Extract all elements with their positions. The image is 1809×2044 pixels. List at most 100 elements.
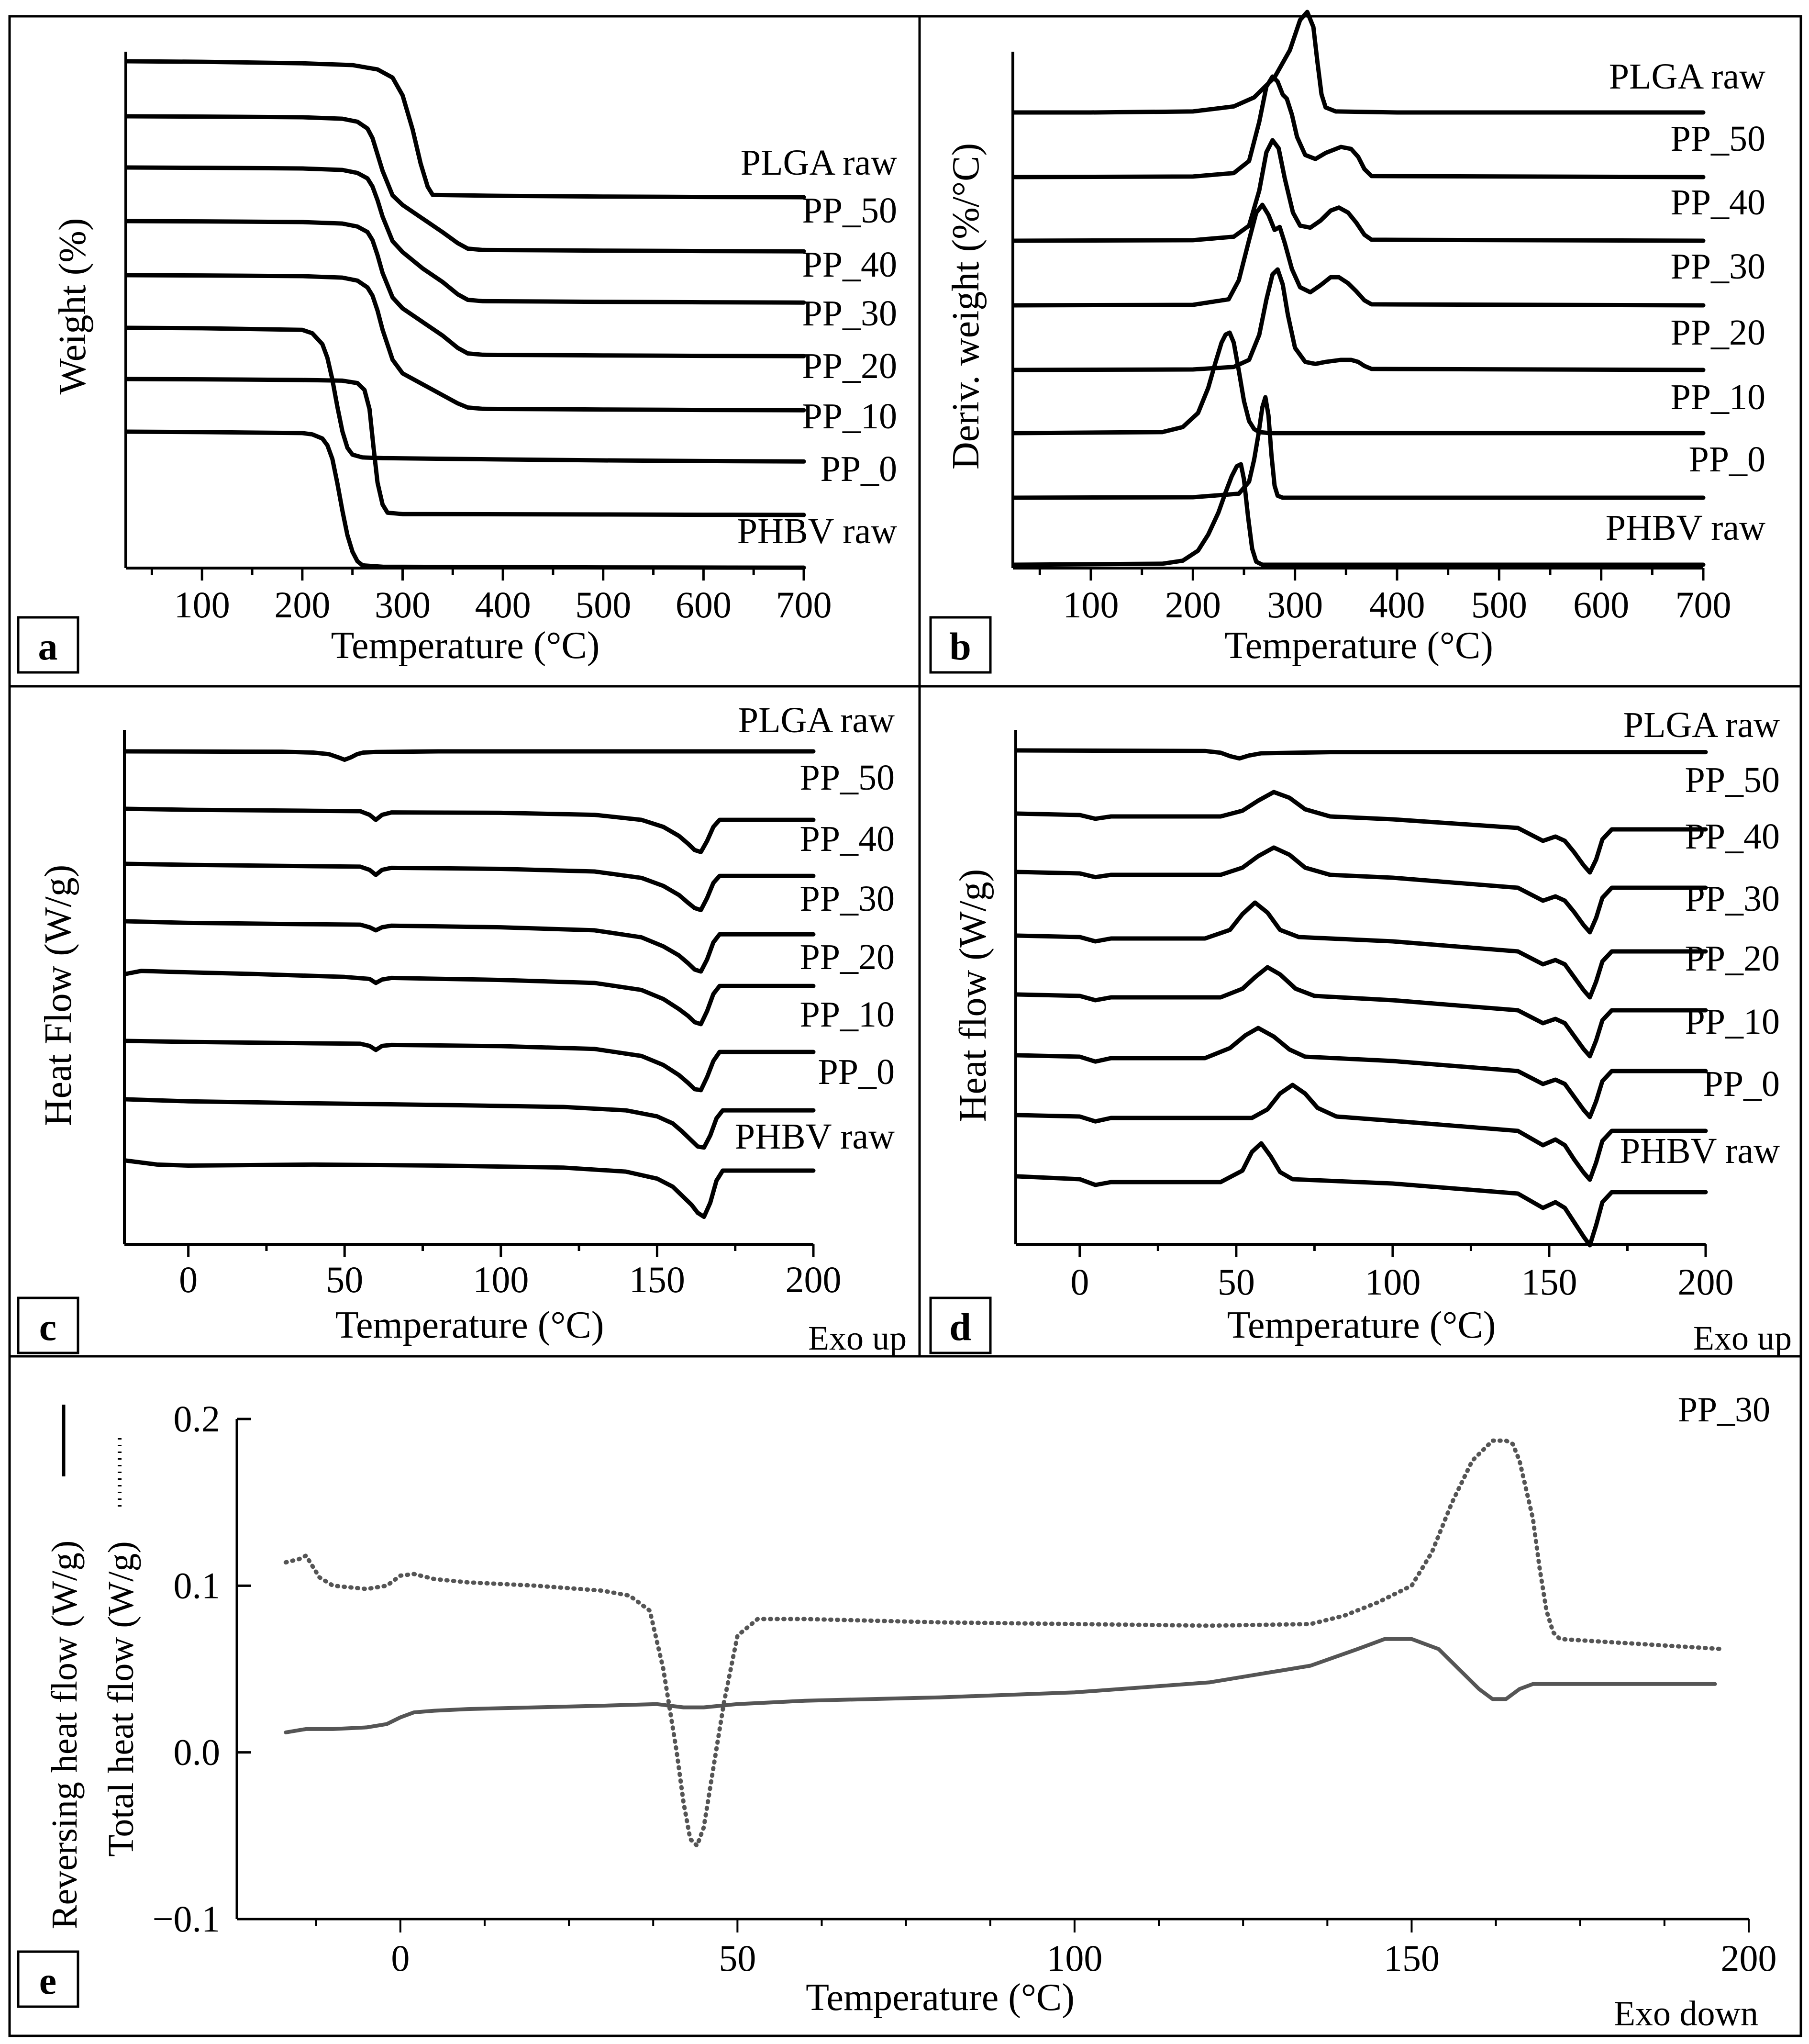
series-line [1015,1141,1708,1248]
x-tick-label: 700 [1676,584,1731,625]
x-tick-label-e: 0 [391,1937,410,1979]
x-axis-label: Temperature (°C) [335,1304,604,1346]
series-line [123,1158,816,1219]
x-tick-label: 300 [375,584,431,625]
series-line [1015,1083,1708,1182]
x-tick-label-e: 100 [1046,1937,1102,1979]
panel-letter-box [929,1296,992,1354]
series-line [1012,10,1706,115]
x-tick-label: 50 [326,1259,363,1300]
x-tick-label: 400 [475,584,531,625]
x-tick-label: 200 [1678,1261,1734,1303]
series-label: PP_50 [802,190,897,231]
series-line [124,273,806,413]
series-line [1012,202,1706,308]
x-tick-label: 200 [786,1259,842,1300]
series-label: PP_40 [1685,816,1780,857]
series-label: PHBV raw [1606,508,1765,548]
series-label: PP_0 [820,449,897,489]
y-axis-label-solid: Reversing heat flow (W/g) [44,1541,85,1930]
series-line [124,325,806,464]
exo-note: Exo up [808,1319,907,1357]
panel-letter-box [929,616,992,674]
series-label: PP_30 [802,293,897,334]
series-label: PP_20 [1685,938,1780,979]
series-label: PP_20 [799,937,895,977]
series-line [124,429,806,570]
series-line [123,919,816,974]
x-tick-label-e: 50 [719,1937,756,1979]
y-axis-label: Weight (%) [52,218,94,395]
series-line [1015,790,1708,875]
series-label: PLGA raw [741,143,897,183]
series-line [1012,74,1706,179]
series-line [1012,330,1706,436]
series-label: PLGA raw [1623,705,1780,745]
panel-letter: d [949,1305,971,1349]
x-tick-label: 50 [1218,1261,1255,1303]
series-line [123,749,816,762]
panel-letter: b [949,625,971,668]
x-axis-label: Temperature (°C) [1224,625,1493,667]
series-line [1012,462,1706,567]
x-tick-label: 150 [1521,1261,1577,1303]
series-line [123,806,816,854]
series-label: PP_40 [799,819,895,859]
panel-letter-box [17,1950,79,2008]
series-line [123,1039,816,1093]
series-line [124,377,806,517]
x-tick-label: 600 [1573,584,1629,625]
x-tick-label: 400 [1369,584,1425,625]
series-label: PP_40 [1670,182,1765,223]
x-tick-label: 150 [629,1259,685,1300]
exo-note: Exo up [1693,1319,1792,1357]
y-axis-label-dotted: Total heat flow (W/g) [101,1541,141,1856]
series-label: PLGA raw [1609,56,1765,97]
series-label: PP_20 [802,346,897,386]
series-line [124,219,806,358]
series-label: PP_40 [802,245,897,285]
panel-a: 100 200 300 400 500 600 700 PLGA raw PP_50 PP_40 P… [17,52,897,674]
y-axis-label: Deriv. weight (%/°C) [945,143,987,469]
series-line [1015,748,1708,761]
series-line [124,114,806,254]
series-line [1012,267,1706,372]
panel-letter: c [39,1305,56,1349]
x-axis-label-e: Temperature (°C) [806,1977,1075,2019]
series-label: PP_50 [1685,760,1780,800]
series-line [1015,1026,1708,1119]
x-axis-label: Temperature (°C) [1227,1304,1496,1346]
y-axis-label: Heat flow (W/g) [952,869,994,1122]
series-line [1015,845,1708,935]
x-tick-label: 700 [776,584,832,625]
series-label: PP_30 [799,879,895,919]
x-tick-label: 100 [174,584,230,625]
x-tick-label: 100 [1365,1261,1421,1303]
series-label: PP_0 [1688,439,1765,480]
series-line [123,861,816,913]
series-line [1015,965,1708,1059]
series-label: PP_10 [1670,377,1765,417]
series-line [124,165,806,305]
x-tick-label: 500 [575,584,631,625]
series-line [1012,138,1706,243]
panel-letter: e [39,1959,56,2002]
x-tick-label: 100 [1063,584,1119,625]
x-tick-label-e: 150 [1384,1937,1440,1979]
x-tick-label: 0 [179,1259,198,1300]
series-label: PP_20 [1670,313,1765,353]
panel-letter-box [17,616,79,674]
reversing-heat-flow-line [284,1637,1717,1734]
x-tick-label: 0 [1070,1261,1089,1303]
x-tick-label: 200 [274,584,330,625]
series-line [1015,900,1708,1000]
panel-letter: a [38,625,58,668]
panel-e-title: PP_30 [1678,1390,1770,1430]
y-tick-label-e: −0.1 [153,1898,221,1940]
series-label: PLGA raw [738,700,895,740]
series-label: PP_10 [1685,1002,1780,1042]
panel-d: 0 50 100 150 200 PLGA raw PP_50 PP_40 PP_30 PP_20… [929,705,1792,1357]
series-label: PP_30 [1685,879,1780,919]
exo-note-e: Exo down [1614,1994,1758,2033]
series-label: PP_0 [818,1052,895,1092]
